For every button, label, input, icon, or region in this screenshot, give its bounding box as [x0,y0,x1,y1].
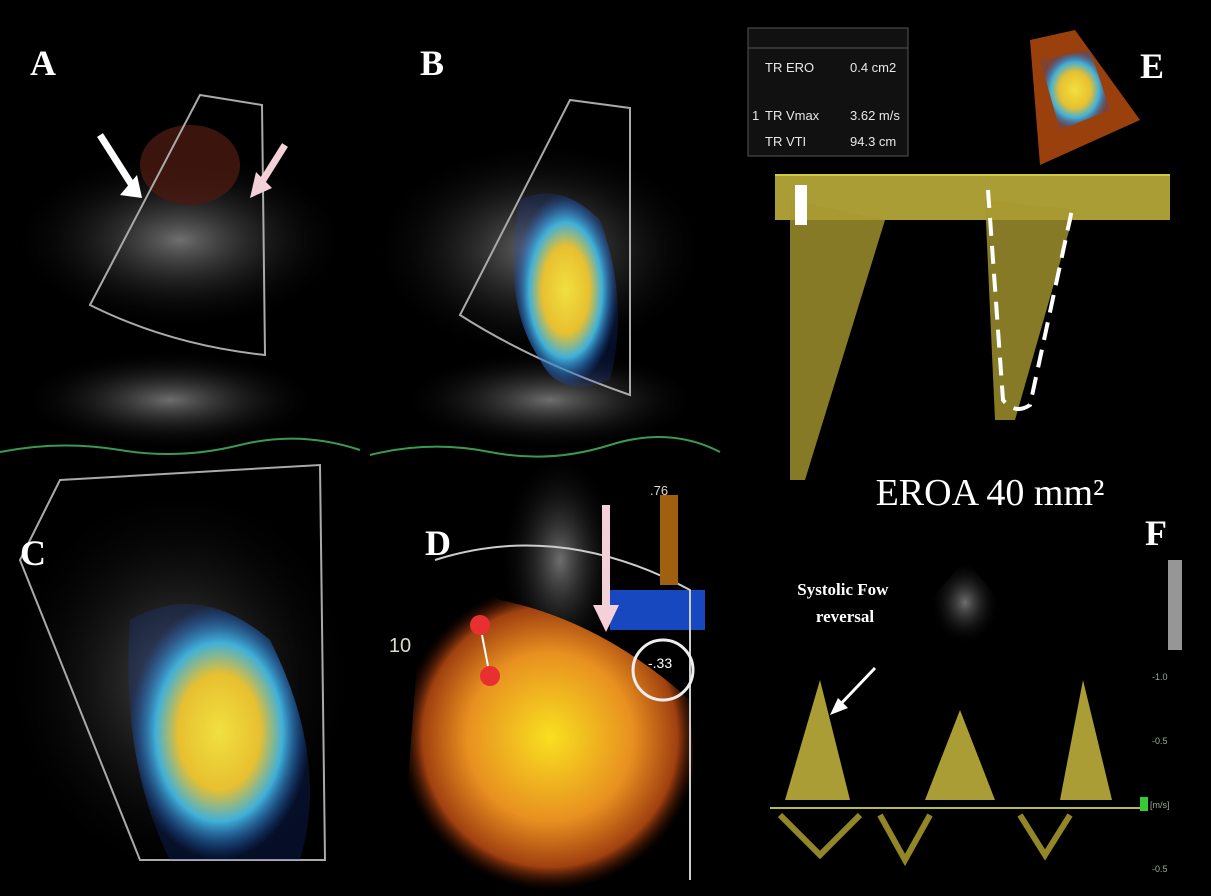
depth-label: 10 [389,635,411,657]
annotation-line: Systolic Fow [797,580,889,599]
velocity-tick: -0.5 [1152,864,1168,874]
panel-label: A [30,43,56,83]
figure: A B C 10 .76 -.33 D TR ERO 0.4 cm2 1 TR … [0,0,1211,896]
panel-label: B [420,43,444,83]
velocity-tick: [m/s] [1150,800,1170,810]
annotation-line: reversal [816,607,874,626]
panel-label: C [20,533,46,573]
velocity-tick: -0.5 [1152,736,1168,746]
panel-label: E [1140,46,1164,86]
measure-name: TR VTI [765,134,806,149]
measure-value: 0.4 cm2 [850,60,896,75]
velocity-tick: -1.0 [1152,672,1168,682]
measure-value: 94.3 cm [850,134,896,149]
measure-name: TR Vmax [765,108,820,123]
scale-value: -.33 [648,655,672,671]
measure-name: TR ERO [765,60,814,75]
panel-label: D [425,523,451,563]
measure-marker: 1 [752,108,759,123]
scale-top: .76 [650,483,668,498]
panel-label: F [1145,513,1167,553]
measure-value: 3.62 m/s [850,108,900,123]
eroa-label: EROA 40 mm² [876,472,1105,514]
